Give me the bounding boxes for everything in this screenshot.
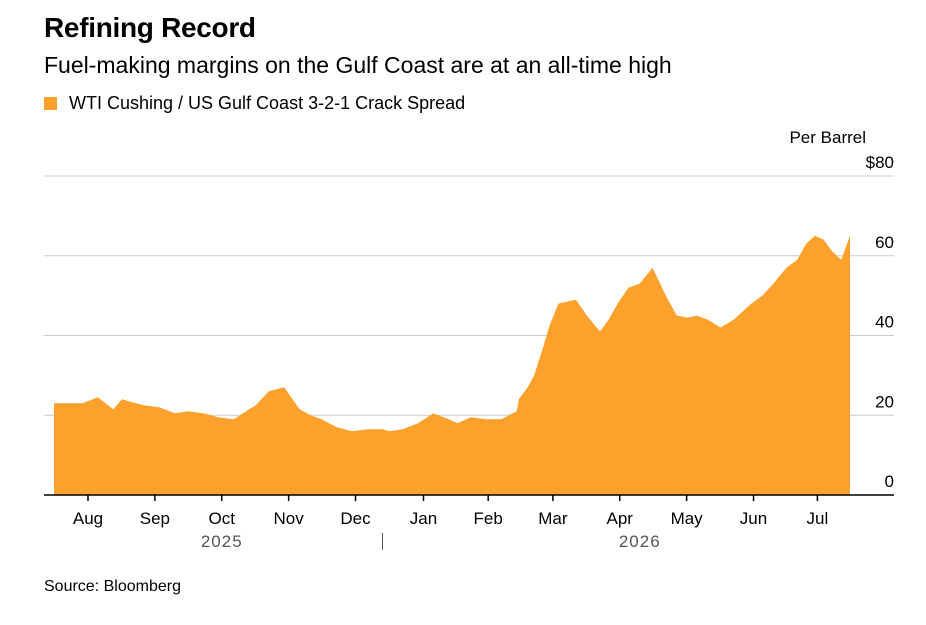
- year-labels: 2025 2026: [201, 532, 661, 551]
- y-tick-label: 40: [875, 313, 894, 332]
- legend-label: WTI Cushing / US Gulf Coast 3-2-1 Crack …: [69, 93, 466, 113]
- crack-spread-area: [54, 235, 850, 496]
- y-axis-unit-label: Per Barrel: [789, 128, 866, 147]
- y-tick-label: 0: [885, 472, 894, 491]
- x-tick-label: May: [671, 509, 704, 528]
- x-tick-label: Nov: [274, 509, 305, 528]
- x-tick-label: Apr: [607, 509, 634, 528]
- x-tick-label: Feb: [474, 509, 503, 528]
- x-tick-label: Jun: [740, 509, 767, 528]
- year-label: 2026: [619, 532, 661, 551]
- x-tick-label: Dec: [340, 509, 371, 528]
- x-tick-label: Mar: [538, 509, 568, 528]
- x-tick-label: Sep: [140, 509, 170, 528]
- x-axis-ticks: Aug Sep Oct Nov Dec Jan Feb Mar Apr May Jun Jul: [73, 495, 828, 528]
- y-tick-label: 20: [875, 392, 894, 411]
- legend-swatch: [44, 97, 57, 110]
- legend: WTI Cushing / US Gulf Coast 3-2-1 Crack …: [44, 93, 465, 114]
- chart-subtitle: Fuel-making margins on the Gulf Coast ar…: [44, 52, 672, 78]
- source-note: Source: Bloomberg: [44, 578, 181, 595]
- x-tick-label: Oct: [209, 509, 236, 528]
- y-axis-ticks: $80 60 40 20 0: [866, 153, 894, 491]
- x-tick-label: Aug: [73, 509, 103, 528]
- x-tick-label: Jul: [807, 509, 829, 528]
- y-tick-label: $80: [866, 153, 894, 172]
- year-label: 2025: [201, 532, 243, 551]
- chart-title: Refining Record: [44, 12, 256, 43]
- x-tick-label: Jan: [410, 509, 437, 528]
- y-tick-label: 60: [875, 233, 894, 252]
